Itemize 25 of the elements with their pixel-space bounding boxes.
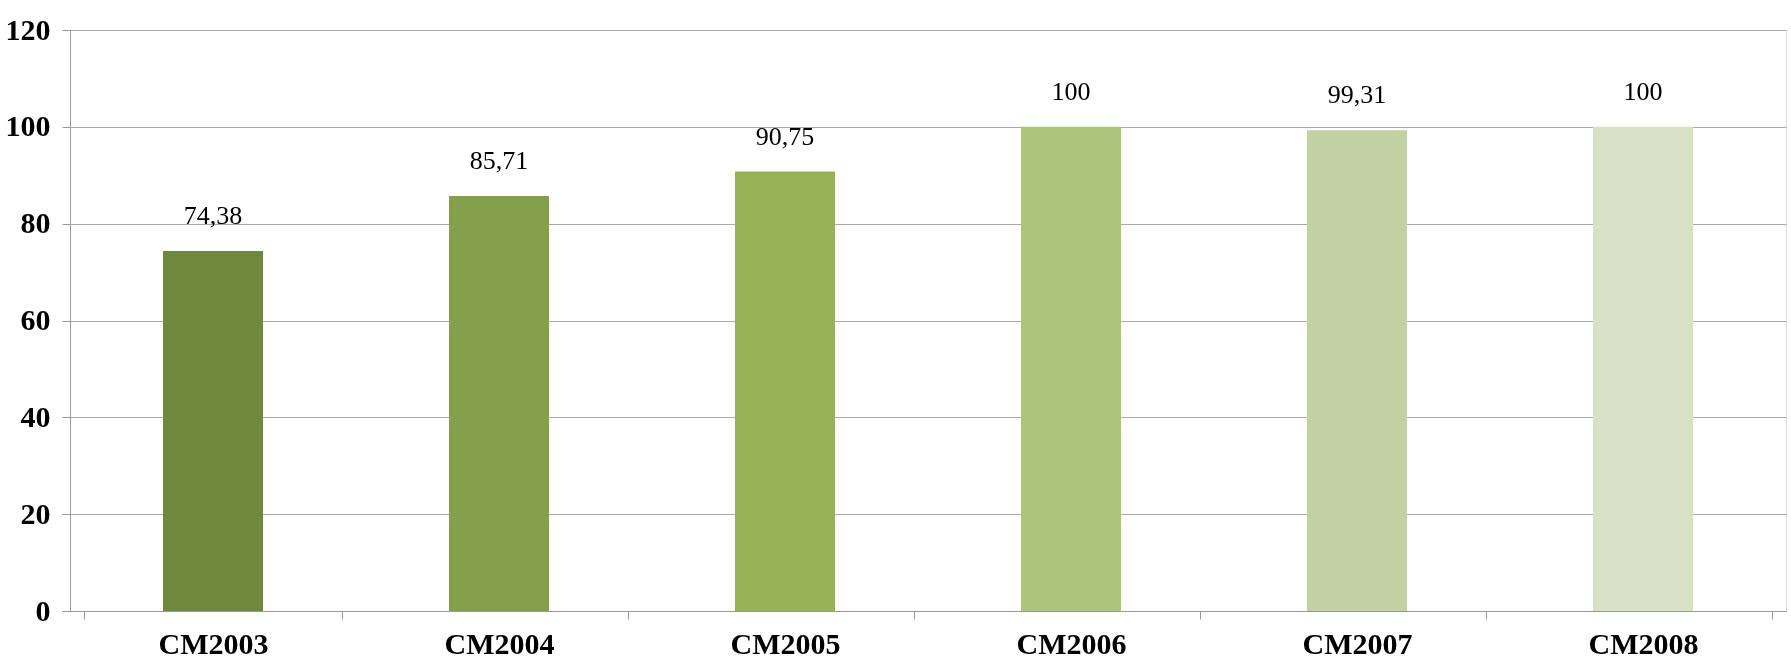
x-tick-label: CM2004 [444,626,555,660]
bar [735,171,835,611]
data-label: 74,38 [183,200,243,230]
y-tick-label: 100 [5,109,51,143]
bar [1021,126,1121,611]
x-tick-label: CM2007 [1302,626,1413,660]
data-label: 85,71 [469,146,529,176]
y-tick-label: 60 [20,303,51,336]
data-label: 99,31 [1327,80,1387,110]
x-tick-label: CM2008 [1588,626,1699,660]
y-tick-label: 0 [35,593,51,627]
bar [1307,130,1407,611]
data-label: 100 [1623,76,1663,106]
y-tick-label: 40 [20,399,51,433]
bar [449,196,549,611]
y-tick-label: 20 [20,496,51,530]
y-tick-label: 80 [20,206,51,240]
x-tick-label: CM2003 [158,626,269,660]
data-label: 100 [1051,76,1091,106]
bar [1593,126,1693,611]
x-tick-label: CM2005 [730,626,841,660]
x-tick-label: CM2006 [1016,626,1127,660]
data-label: 90,75 [755,121,815,151]
y-tick-label: 120 [5,12,51,46]
bar [163,250,263,611]
